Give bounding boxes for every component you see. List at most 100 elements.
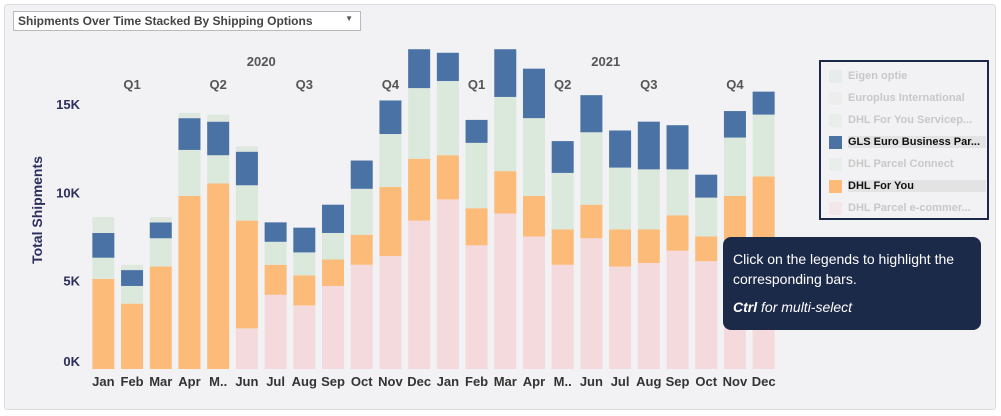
- bar-segment-0-1: [92, 278, 115, 369]
- legend-item[interactable]: Europlus International: [829, 91, 987, 107]
- x-tick-label-9: Oct: [351, 374, 373, 389]
- chevron-down-icon[interactable]: ▼: [345, 14, 353, 23]
- x-tick-label-12: Jan: [437, 374, 459, 389]
- bar-segment-14-3: [494, 49, 517, 97]
- bar-segment-8-0: [322, 285, 345, 369]
- legend-label: DHL For You Servicep...: [848, 114, 973, 126]
- legend-swatch: [829, 180, 842, 193]
- bar-segment-5-0: [235, 328, 258, 369]
- bar-segment-11-0: [408, 220, 431, 369]
- legend-label: DHL Parcel Connect: [848, 158, 954, 170]
- x-tick-label-5: Jun: [235, 374, 258, 389]
- legend-label: GLS Euro Business Par...: [848, 136, 986, 148]
- quarter-label-6: Q3: [640, 77, 657, 92]
- bar-segment-20-1: [666, 215, 689, 251]
- bar-segment-16-2: [551, 172, 574, 230]
- legend-label: DHL Parcel e-commer...: [848, 202, 971, 214]
- bar-segment-12-0: [436, 199, 459, 369]
- dropdown-label: Shipments Over Time Stacked By Shipping …: [18, 14, 313, 28]
- bar-segment-9-0: [350, 264, 373, 369]
- bar-segment-3-3: [178, 118, 201, 150]
- bar-segment-8-3: [322, 204, 345, 233]
- bar-segment-0-3: [92, 232, 115, 258]
- tooltip-line2: Ctrl for multi-select: [733, 297, 971, 317]
- bar-segment-3-1: [178, 195, 201, 369]
- bar-segment-7-1: [293, 275, 316, 306]
- y-tick-label-3: 15K: [56, 97, 80, 112]
- y-tick-label-0: 0K: [63, 354, 80, 369]
- bar-segment-18-2: [609, 167, 632, 230]
- bar-segment-4-1: [207, 183, 230, 369]
- x-tick-label-14: Mar: [494, 374, 517, 389]
- x-tick-label-1: Feb: [121, 374, 144, 389]
- bar-segment-5-1: [235, 220, 258, 329]
- legend-swatch: [829, 202, 842, 215]
- bar-segment-12-3: [436, 52, 459, 82]
- bar-segment-5-3: [235, 151, 258, 186]
- year-label-0: 2020: [247, 54, 276, 69]
- bar-segment-23-2: [752, 114, 775, 177]
- bar-segment-23-3: [752, 91, 775, 115]
- bar-segment-14-0: [494, 213, 517, 369]
- quarter-label-1: Q2: [210, 77, 227, 92]
- bar-segment-1-4: [121, 264, 144, 271]
- legend-label: DHL For You: [848, 180, 986, 192]
- bar-segment-13-0: [465, 245, 488, 369]
- bar-segment-19-2: [637, 169, 660, 230]
- bar-segment-15-1: [522, 195, 545, 237]
- bar-segment-11-3: [408, 49, 431, 89]
- x-tick-label-10: Nov: [378, 374, 403, 389]
- legend-item[interactable]: GLS Euro Business Par...: [829, 135, 987, 151]
- bar-segment-21-1: [695, 236, 718, 262]
- bar-segment-11-2: [408, 88, 431, 159]
- x-tick-label-7: Aug: [292, 374, 317, 389]
- bar-segment-22-2: [723, 137, 746, 196]
- bar-segment-1-1: [121, 303, 144, 369]
- bar-segment-12-1: [436, 155, 459, 200]
- legend-swatch: [829, 114, 842, 127]
- quarter-label-2: Q3: [296, 77, 313, 92]
- bar-segment-3-4: [178, 112, 201, 119]
- x-tick-label-20: Sep: [666, 374, 690, 389]
- x-tick-label-4: M..: [209, 374, 227, 389]
- bar-segment-9-3: [350, 160, 373, 189]
- bar-segment-20-3: [666, 125, 689, 170]
- x-tick-label-2: Mar: [149, 374, 172, 389]
- bar-segment-6-0: [264, 294, 287, 369]
- legend-swatch: [829, 70, 842, 83]
- legend-swatch: [829, 136, 842, 149]
- bar-segment-21-2: [695, 197, 718, 237]
- bar-segment-14-2: [494, 96, 517, 172]
- legend-label: Eigen optie: [848, 70, 908, 82]
- legend-item[interactable]: Eigen optie: [829, 69, 987, 85]
- bar-segment-19-3: [637, 121, 660, 170]
- bar-segment-0-4: [92, 217, 115, 233]
- bar-segment-13-3: [465, 119, 488, 143]
- bar-segment-22-3: [723, 111, 746, 138]
- y-tick-label-1: 5K: [63, 274, 80, 289]
- bar-segment-9-1: [350, 234, 373, 265]
- legend-label: Europlus International: [848, 92, 965, 104]
- bar-segment-8-1: [322, 259, 345, 286]
- year-label-1: 2021: [591, 54, 620, 69]
- x-tick-label-19: Aug: [636, 374, 661, 389]
- bar-segment-13-2: [465, 142, 488, 209]
- bar-segment-17-0: [580, 238, 603, 369]
- tooltip-line1: Click on the legends to highlight the co…: [733, 251, 955, 287]
- legend-item[interactable]: DHL For You: [829, 179, 987, 195]
- bar-segment-19-0: [637, 263, 660, 369]
- bar-segment-10-3: [379, 100, 402, 135]
- bar-segment-3-2: [178, 149, 201, 196]
- bar-segment-10-1: [379, 187, 402, 256]
- bar-segment-4-3: [207, 121, 230, 156]
- bar-segment-5-4: [235, 146, 258, 152]
- chart-type-dropdown[interactable]: Shipments Over Time Stacked By Shipping …: [13, 11, 361, 31]
- quarter-label-7: Q4: [726, 77, 744, 92]
- legend-item[interactable]: DHL For You Servicep...: [829, 113, 987, 129]
- bar-segment-15-0: [522, 236, 545, 369]
- legend-item[interactable]: DHL Parcel Connect: [829, 157, 987, 173]
- x-tick-label-21: Oct: [695, 374, 717, 389]
- bar-segment-21-0: [695, 261, 718, 369]
- legend-item[interactable]: DHL Parcel e-commer...: [829, 201, 987, 217]
- bar-segment-17-1: [580, 204, 603, 239]
